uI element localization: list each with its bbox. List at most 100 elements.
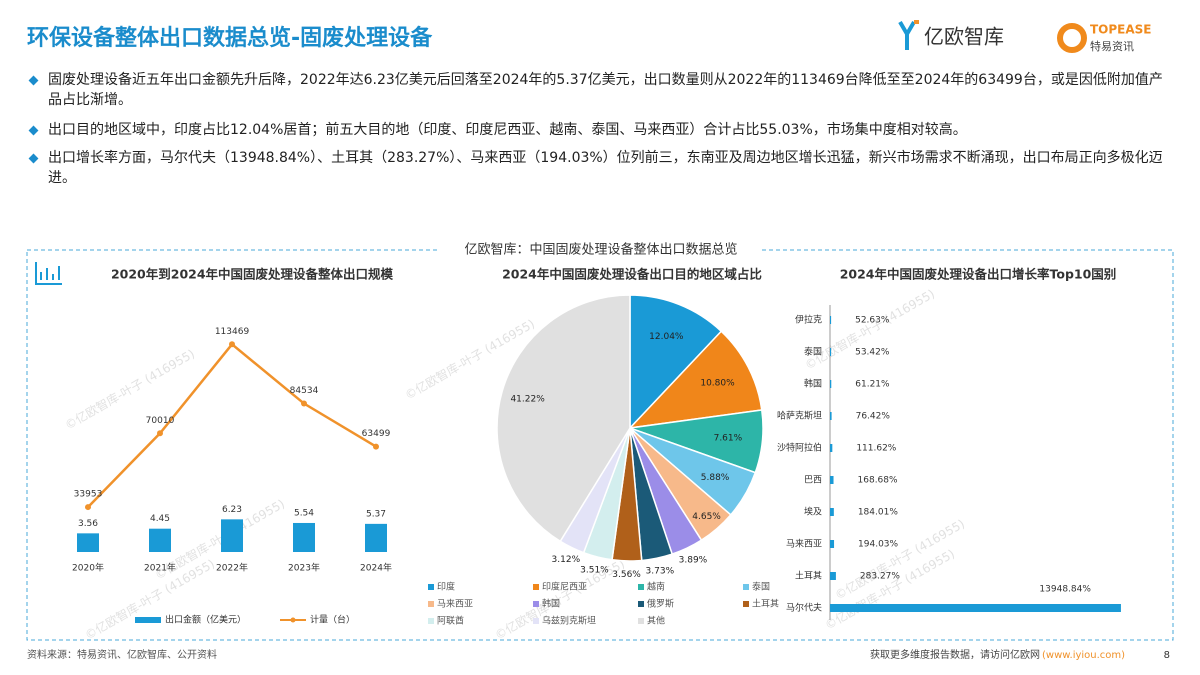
bar <box>830 540 835 548</box>
line-point <box>157 430 163 437</box>
x-tick-label: 2023年 <box>288 562 320 574</box>
data-label: 61.21% <box>855 380 890 390</box>
legend-label: 印度尼西亚 <box>542 581 587 593</box>
data-label: 5.37 <box>366 509 386 519</box>
logo-text: 特易资讯 <box>1090 39 1134 53</box>
watermark: ©亿欧智库-叶子 (416955) <box>802 286 937 373</box>
legend-label: 计量（台） <box>310 614 355 626</box>
data-label: 52.63% <box>855 316 890 326</box>
panel-border <box>26 249 1174 641</box>
data-label: 4.45 <box>150 514 170 524</box>
data-label: 84534 <box>290 386 319 396</box>
data-label: 53.42% <box>855 348 890 358</box>
data-label: 283.27% <box>860 572 900 582</box>
y-tick-label: 马来西亚 <box>786 539 822 550</box>
legend-label: 俄罗斯 <box>647 598 674 610</box>
logo-text: 亿欧智库 <box>924 25 1004 49</box>
slide-title: 环保设备整体出口数据总览-固废处理设备 <box>27 26 433 51</box>
footer-link[interactable]: (www.iyiou.com) <box>1042 650 1125 661</box>
bullet-text: 出口增长率方面，马尔代夫（13948.84%）、土耳其（283.27%）、马来西… <box>48 150 1163 186</box>
logo-text: TOPEASE <box>1090 23 1152 37</box>
legend-marker <box>533 584 539 590</box>
bullet-text: 固废处理设备近五年出口金额先升后降，2022年达6.23亿美元后回落至2024年… <box>48 72 1163 108</box>
x-tick-label: 2021年 <box>144 562 176 574</box>
bar <box>830 604 1121 612</box>
line-point <box>301 400 307 407</box>
y-tick-label: 埃及 <box>804 506 822 518</box>
y-tick-label: 哈萨克斯坦 <box>777 410 822 422</box>
data-label: 3.56% <box>612 570 641 580</box>
y-tick-label: 巴西 <box>804 475 822 486</box>
data-label: 3.12% <box>552 555 581 565</box>
y-tick-label: 韩国 <box>804 378 822 390</box>
bar <box>830 444 833 452</box>
data-label: 3.56 <box>78 519 98 529</box>
legend-marker <box>428 601 434 607</box>
data-label: 3.89% <box>679 556 708 566</box>
chart-title: 2024年中国固废处理设备出口增长率Top10国别 <box>840 267 1117 282</box>
y-tick-label: 土耳其 <box>795 570 822 582</box>
bullet-text: 出口目的地区域中，印度占比12.04%居首；前五大目的地（印度、印度尼西亚、越南… <box>48 122 967 138</box>
bar <box>830 412 832 420</box>
legend-label: 印度 <box>437 581 455 593</box>
data-label: 168.68% <box>858 476 898 486</box>
legend-marker <box>290 617 296 623</box>
legend-marker <box>638 618 644 624</box>
chart-title: 2020年到2024年中国固废处理设备整体出口规模 <box>111 267 394 282</box>
pie-slice <box>629 294 723 430</box>
legend-marker <box>638 601 644 607</box>
legend-marker <box>533 618 539 624</box>
data-label: 5.88% <box>701 473 730 483</box>
bar <box>830 316 832 324</box>
line-point <box>85 504 91 511</box>
data-label: 184.01% <box>858 508 898 518</box>
legend-label: 土耳其 <box>752 598 779 610</box>
x-tick-label: 2022年 <box>216 562 248 574</box>
bar <box>221 519 243 552</box>
x-tick-label: 2024年 <box>360 562 392 574</box>
y-tick-label: 伊拉克 <box>795 314 822 326</box>
line <box>87 342 377 508</box>
y-tick-label: 沙特阿拉伯 <box>777 442 822 454</box>
bar <box>149 528 171 552</box>
data-label: 5.54 <box>294 508 314 518</box>
data-label: 41.22% <box>510 395 545 405</box>
y-tick-label: 马尔代夫 <box>786 602 822 614</box>
legend-marker <box>135 617 161 623</box>
legend-label: 韩国 <box>542 598 560 610</box>
logo-icon <box>1057 23 1087 53</box>
legend-label: 泰国 <box>752 581 770 593</box>
legend-label: 其他 <box>647 615 665 627</box>
data-label: 70010 <box>146 416 175 426</box>
chart-title: 2024年中国固废处理设备出口目的地区域占比 <box>502 267 762 282</box>
page-number: 8 <box>1164 650 1170 661</box>
bar <box>365 523 387 552</box>
data-label: 3.73% <box>646 567 675 577</box>
line-point <box>229 341 235 348</box>
legend-marker <box>428 618 434 624</box>
legend-label: 越南 <box>647 581 665 593</box>
pie-slice <box>496 294 631 543</box>
data-label: 111.62% <box>856 444 896 454</box>
panel-title-bg <box>440 241 762 259</box>
legend-label: 阿联酋 <box>437 615 464 627</box>
footer-note: 获取更多维度报告数据，请访问亿欧网 <box>870 648 1040 661</box>
data-label: 12.04% <box>649 332 684 342</box>
bar <box>293 522 315 552</box>
bar <box>77 533 99 552</box>
data-label: 33953 <box>74 490 103 500</box>
data-label: 13948.84% <box>1039 585 1091 595</box>
data-label: 6.23 <box>222 505 242 515</box>
data-label: 76.42% <box>856 412 891 422</box>
bar <box>830 380 832 388</box>
pie-slice <box>627 330 763 430</box>
chart-icon <box>35 262 62 285</box>
data-label: 10.80% <box>700 378 735 388</box>
data-label: 7.61% <box>714 434 743 444</box>
data-label: 113469 <box>215 327 250 337</box>
line-point <box>373 443 379 450</box>
logo-icon <box>898 20 916 50</box>
legend-marker <box>533 601 539 607</box>
data-label: 63499 <box>362 429 391 439</box>
